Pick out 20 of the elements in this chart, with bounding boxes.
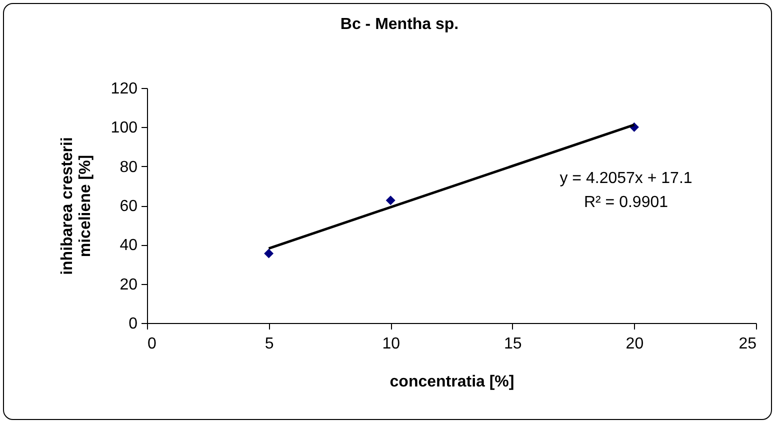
y-tick-label: 20 (120, 276, 138, 294)
y-tick-label: 100 (110, 120, 138, 137)
x-tick-label: 15 (504, 336, 522, 352)
y-tick-label: 120 (110, 80, 138, 98)
y-tick-label: 0 (128, 316, 138, 332)
point (264, 248, 274, 258)
annotation: R² = 0.9901 (584, 194, 668, 211)
y-axis-title: inhibarea cresterii miceliene [%] (58, 137, 94, 275)
y-tick-label: 80 (120, 158, 138, 176)
y-tick-label: 40 (120, 237, 138, 254)
x-tick-label: 5 (264, 336, 274, 352)
x-tick-label: 25 (738, 336, 757, 352)
annotation: y = 4.2057x + 17.1 (560, 170, 692, 187)
x-tick-label: 0 (148, 336, 156, 352)
point (386, 196, 396, 206)
chart-title: Bc - Mentha sp. (340, 16, 459, 33)
x-tick-label: 20 (626, 336, 644, 352)
x-axis-title: concentratia [%] (390, 374, 514, 390)
y-tick-label: 60 (120, 198, 138, 215)
x-tick-label: 10 (382, 336, 400, 352)
